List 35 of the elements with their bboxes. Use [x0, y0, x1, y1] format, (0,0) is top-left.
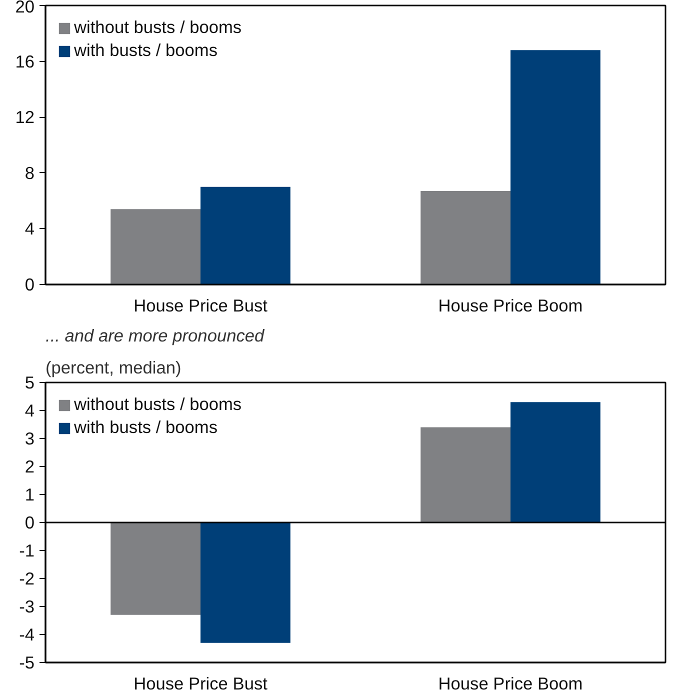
y-tick-label: 5	[24, 372, 35, 392]
y-tick-label: 2	[24, 456, 35, 476]
chart-subtitle: (percent, median)	[46, 358, 182, 378]
x-tick-label: House Price Boom	[438, 674, 583, 694]
bar	[420, 427, 510, 522]
legend-label: with busts / booms	[74, 417, 218, 438]
y-tick-label: 0	[24, 274, 35, 294]
y-tick-label: -2	[19, 568, 35, 588]
bar	[110, 522, 200, 615]
bar	[510, 402, 600, 522]
y-tick-label: 0	[24, 512, 35, 532]
y-tick-label: 12	[15, 107, 35, 128]
bar	[510, 50, 600, 284]
y-tick-label: 4	[24, 218, 35, 239]
y-tick-label: 20	[15, 0, 35, 16]
y-tick-label: 16	[15, 51, 35, 72]
y-tick-label: 3	[24, 428, 35, 448]
y-tick-label: 4	[24, 400, 35, 420]
legend-label: without busts / booms	[74, 394, 242, 415]
bar	[200, 522, 290, 643]
y-tick-label: 8	[24, 162, 35, 183]
bar	[420, 191, 510, 284]
legend-label: with busts / booms	[74, 40, 218, 61]
chart-title: ... and are more pronounced	[46, 326, 266, 346]
y-tick-label: -5	[19, 652, 35, 672]
y-tick-label: 1	[24, 484, 35, 504]
x-tick-label: House Price Bust	[134, 674, 268, 694]
bar	[200, 186, 290, 284]
legend-label: without busts / booms	[74, 17, 242, 38]
y-tick-label: -1	[19, 540, 35, 560]
x-tick-label: House Price Bust	[134, 296, 268, 316]
y-tick-label: -4	[19, 624, 35, 644]
y-tick-label: -3	[19, 596, 35, 616]
bar	[110, 209, 200, 284]
x-tick-label: House Price Boom	[438, 296, 583, 316]
